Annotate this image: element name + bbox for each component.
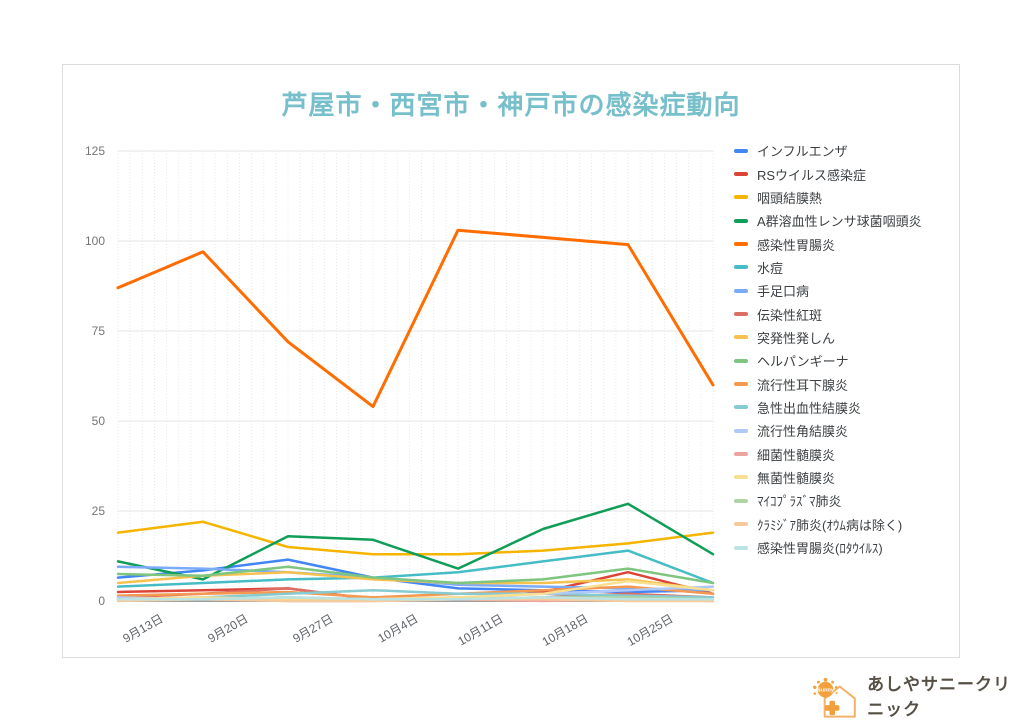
legend-item: 急性出血性結膜炎 (734, 396, 954, 419)
x-tick-label: 9月27日 (290, 611, 335, 645)
legend-label: A群溶血性レンサ球菌咽頭炎 (757, 214, 922, 230)
y-tick-label: 25 (92, 504, 106, 518)
y-tick-label: 125 (85, 144, 105, 158)
legend-swatch (734, 335, 748, 340)
legend-label: 無菌性髄膜炎 (757, 470, 836, 486)
legend-label: ヘルパンギーナ (757, 354, 849, 370)
legend-swatch (734, 405, 748, 410)
legend-label: 急性出血性結膜炎 (757, 400, 862, 416)
chart-legend: インフルエンザ RSウイルス感染症 咽頭結膜熱 A群溶血性レンサ球菌咽頭炎 感染性胃腸炎… (734, 139, 954, 559)
series-line-17 (116, 596, 715, 601)
x-tick-label: 9月20日 (205, 611, 250, 645)
legend-swatch (734, 195, 748, 200)
series-line-4 (116, 228, 715, 409)
x-tick-label: 9月13日 (120, 611, 165, 645)
legend-item: 無菌性髄膜炎 (734, 466, 954, 489)
x-tick-label: 10月11日 (455, 611, 505, 648)
series-line-2 (116, 520, 715, 556)
legend-item: RSウイルス感染症 (734, 162, 954, 185)
legend-swatch (734, 452, 748, 457)
legend-label: インフルエンザ (757, 144, 848, 160)
legend-swatch (734, 382, 748, 387)
legend-label: ﾏｲｺﾌﾟﾗｽﾞﾏ肺炎 (757, 494, 842, 510)
y-axis-labels: 0 25 50 75 100 125 (85, 144, 105, 608)
y-tick-label: 100 (85, 234, 105, 248)
legend-label: 水痘 (757, 260, 784, 276)
x-tick-label: 10月18日 (540, 611, 591, 648)
legend-swatch (734, 265, 748, 270)
legend-label: 感染性胃腸炎(ﾛﾀｳｲﾙｽ) (757, 541, 883, 557)
y-tick-label: 75 (92, 324, 106, 338)
legend-item: 感染性胃腸炎 (734, 232, 954, 255)
legend-swatch (734, 475, 748, 480)
clinic-name: あしやサニークリニック (867, 675, 1011, 719)
legend-swatch (734, 498, 748, 503)
y-tick-label: 50 (92, 414, 106, 428)
legend-label: 咽頭結膜熱 (757, 190, 823, 206)
legend-swatch (734, 545, 748, 550)
medical-cross-icon (825, 700, 840, 716)
legend-swatch (734, 218, 748, 223)
legend-item: インフルエンザ (734, 139, 954, 162)
legend-label: 流行性耳下腺炎 (757, 377, 849, 393)
legend-label: 細菌性髄膜炎 (757, 447, 836, 463)
legend-item: 感染性胃腸炎(ﾛﾀｳｲﾙｽ) (734, 536, 954, 559)
legend-item: ヘルパンギーナ (734, 349, 954, 372)
series-line-5 (116, 549, 715, 588)
legend-item: ｸﾗﾐｼﾞｱ肺炎(ｵｳﾑ病は除く) (734, 513, 954, 536)
legend-item: ﾏｲｺﾌﾟﾗｽﾞﾏ肺炎 (734, 489, 954, 512)
y-tick-label: 0 (98, 594, 105, 608)
legend-label: 流行性角結膜炎 (757, 424, 849, 440)
legend-item: 伝染性紅斑 (734, 302, 954, 325)
clinic-logo-icon: Sunny (813, 677, 856, 718)
legend-swatch (734, 148, 748, 153)
x-tick-label: 10月4日 (375, 611, 420, 645)
legend-label: 伝染性紅斑 (757, 307, 823, 323)
legend-label: 感染性胃腸炎 (757, 237, 836, 253)
legend-item: 手足口病 (734, 279, 954, 302)
legend-item: 細菌性髄膜炎 (734, 442, 954, 465)
legend-item: 流行性角結膜炎 (734, 419, 954, 442)
legend-swatch (734, 428, 748, 433)
legend-item: 突発性発しん (734, 326, 954, 349)
series-line-9 (116, 565, 715, 585)
legend-swatch (734, 242, 748, 247)
x-tick-label: 10月25日 (625, 611, 676, 648)
series-lines (116, 228, 715, 603)
sunny-badge: Sunny (817, 687, 835, 693)
legend-swatch (734, 288, 748, 293)
vertical-gridlines (117, 151, 714, 601)
sun-icon: Sunny (813, 677, 838, 698)
chart-card: 芦屋市・西宮市・神戸市の感染症動向 0 25 50 75 100 125 9月13日 9月20… (62, 64, 960, 658)
series-line-10 (116, 585, 715, 599)
legend-item: 流行性耳下腺炎 (734, 372, 954, 395)
legend-label: 手足口病 (757, 284, 810, 300)
legend-swatch (734, 522, 748, 527)
legend-swatch (734, 312, 748, 317)
legend-label: ｸﾗﾐｼﾞｱ肺炎(ｵｳﾑ病は除く) (757, 517, 903, 533)
chart-title: 芦屋市・西宮市・神戸市の感染症動向 (281, 90, 741, 120)
legend-label: 突発性発しん (757, 330, 836, 346)
legend-swatch (734, 172, 748, 177)
x-axis-labels: 9月13日 9月20日 9月27日 10月4日 10月11日 10月18日 10月25日 (120, 611, 675, 648)
series-line-3 (116, 502, 715, 581)
line-chart-plot: 0 25 50 75 100 125 9月13日 9月20日 9月27日 10月4日 10月11日 1… (85, 144, 715, 649)
legend-item: 咽頭結膜熱 (734, 186, 954, 209)
horizontal-gridlines (118, 150, 713, 602)
legend-swatch (734, 358, 748, 363)
legend-label: RSウイルス感染症 (757, 167, 867, 183)
legend-item: 水痘 (734, 256, 954, 279)
legend-item: A群溶血性レンサ球菌咽頭炎 (734, 209, 954, 232)
clinic-logo: Sunny あしやサニークリニック (812, 670, 1024, 724)
